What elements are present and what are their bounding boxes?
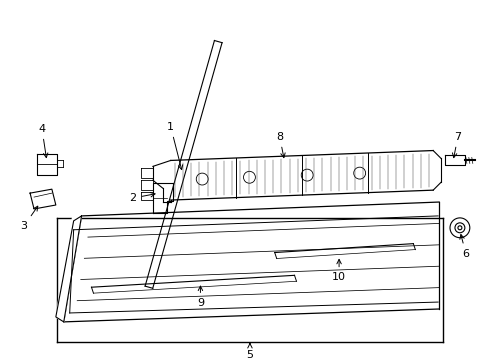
Text: 4: 4	[39, 124, 48, 158]
Text: 8: 8	[276, 132, 285, 158]
Text: 3: 3	[20, 206, 38, 231]
Text: 10: 10	[331, 260, 346, 282]
Text: 7: 7	[451, 132, 461, 158]
Text: 9: 9	[197, 286, 203, 308]
Text: 2: 2	[129, 193, 155, 203]
Text: 1: 1	[167, 122, 183, 170]
Polygon shape	[56, 211, 81, 322]
Text: 6: 6	[459, 234, 468, 258]
Text: 5: 5	[246, 343, 253, 360]
